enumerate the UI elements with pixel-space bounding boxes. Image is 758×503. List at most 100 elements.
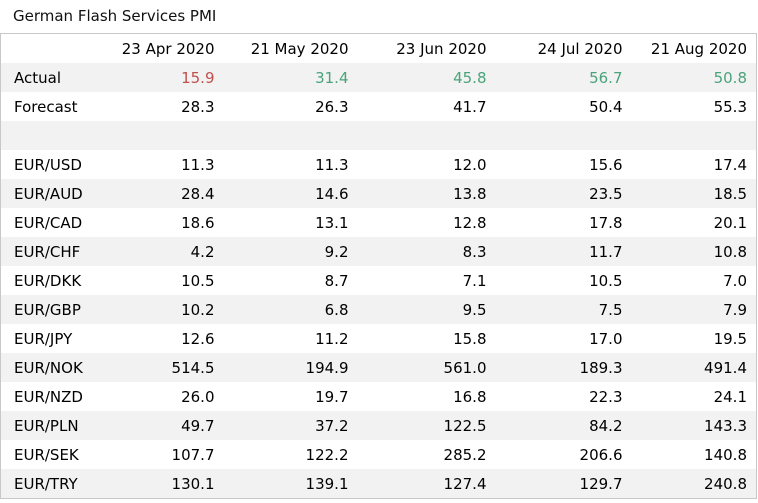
table-cell: 206.6 [495, 440, 632, 469]
table-row: EUR/JPY 12.6 11.2 15.8 17.0 19.5 [0, 324, 757, 353]
table-cell: 129.7 [495, 469, 632, 499]
row-label: EUR/TRY [0, 469, 92, 499]
table-cell: 15.6 [495, 150, 632, 179]
table-cell: 12.8 [357, 208, 496, 237]
table-cell: 7.1 [357, 266, 496, 295]
table-cell [631, 121, 757, 150]
pmi-table: 23 Apr 2020 21 May 2020 23 Jun 2020 24 J… [0, 33, 757, 499]
table-row: EUR/SEK 107.7 122.2 285.2 206.6 140.8 [0, 440, 757, 469]
table-row: EUR/PLN 49.7 37.2 122.5 84.2 143.3 [0, 411, 757, 440]
table-row: EUR/NOK 514.5 194.9 561.0 189.3 491.4 [0, 353, 757, 382]
table-cell: 240.8 [631, 469, 757, 499]
table-cell: 56.7 [495, 63, 632, 92]
table-cell: 140.8 [631, 440, 757, 469]
row-label: EUR/JPY [0, 324, 92, 353]
table-cell: 9.2 [223, 237, 358, 266]
row-label: EUR/GBP [0, 295, 92, 324]
table-row: EUR/USD 11.3 11.3 12.0 15.6 17.4 [0, 150, 757, 179]
table-row [0, 121, 757, 150]
table-cell: 55.3 [631, 92, 757, 121]
table-cell: 41.7 [357, 92, 496, 121]
table-cell: 26.3 [223, 92, 358, 121]
row-label: EUR/CAD [0, 208, 92, 237]
table-cell: 9.5 [357, 295, 496, 324]
row-label: EUR/DKK [0, 266, 92, 295]
table-cell: 285.2 [357, 440, 496, 469]
table-cell: 11.2 [223, 324, 358, 353]
table-cell: 15.9 [91, 63, 224, 92]
table-cell: 122.5 [357, 411, 496, 440]
table-cell: 22.3 [495, 382, 632, 411]
row-label: EUR/USD [0, 150, 92, 179]
table-cell: 10.8 [631, 237, 757, 266]
table-cell: 122.2 [223, 440, 358, 469]
table-cell: 491.4 [631, 353, 757, 382]
table-cell: 17.0 [495, 324, 632, 353]
table-cell: 11.3 [91, 150, 224, 179]
table-cell: 127.4 [357, 469, 496, 499]
table-title: German Flash Services PMI [13, 7, 217, 25]
table-cell: 20.1 [631, 208, 757, 237]
row-label [0, 121, 92, 150]
table-cell: 107.7 [91, 440, 224, 469]
table-cell: 18.5 [631, 179, 757, 208]
table-cell: 50.8 [631, 63, 757, 92]
table-row: EUR/CAD 18.6 13.1 12.8 17.8 20.1 [0, 208, 757, 237]
table-row: EUR/GBP 10.2 6.8 9.5 7.5 7.9 [0, 295, 757, 324]
table-cell: 17.4 [631, 150, 757, 179]
column-header: 23 Jun 2020 [357, 33, 496, 63]
table-cell: 10.5 [495, 266, 632, 295]
table-cell: 7.9 [631, 295, 757, 324]
column-header: 24 Jul 2020 [495, 33, 632, 63]
table-cell: 17.8 [495, 208, 632, 237]
table-cell: 7.5 [495, 295, 632, 324]
table-cell [495, 121, 632, 150]
table-cell: 7.0 [631, 266, 757, 295]
table-cell: 28.4 [91, 179, 224, 208]
table-cell: 24.1 [631, 382, 757, 411]
table-cell: 10.5 [91, 266, 224, 295]
column-header: 21 Aug 2020 [631, 33, 757, 63]
table-cell [223, 121, 358, 150]
row-label: EUR/SEK [0, 440, 92, 469]
row-label: EUR/NZD [0, 382, 92, 411]
row-label: EUR/PLN [0, 411, 92, 440]
table-cell: 561.0 [357, 353, 496, 382]
table-cell: 11.7 [495, 237, 632, 266]
table-cell: 49.7 [91, 411, 224, 440]
row-label: Actual [0, 63, 92, 92]
row-label: EUR/CHF [0, 237, 92, 266]
table-row: EUR/DKK 10.5 8.7 7.1 10.5 7.0 [0, 266, 757, 295]
table-cell: 18.6 [91, 208, 224, 237]
column-header: 21 May 2020 [223, 33, 358, 63]
column-header: 23 Apr 2020 [91, 33, 224, 63]
table-cell: 11.3 [223, 150, 358, 179]
table-cell: 6.8 [223, 295, 358, 324]
table-cell: 13.1 [223, 208, 358, 237]
table-row: Forecast 28.3 26.3 41.7 50.4 55.3 [0, 92, 757, 121]
table-cell: 19.7 [223, 382, 358, 411]
table-cell: 514.5 [91, 353, 224, 382]
table-cell: 15.8 [357, 324, 496, 353]
header-row: 23 Apr 2020 21 May 2020 23 Jun 2020 24 J… [0, 33, 757, 63]
table-cell: 12.6 [91, 324, 224, 353]
table-cell: 12.0 [357, 150, 496, 179]
table-cell: 4.2 [91, 237, 224, 266]
table-cell: 194.9 [223, 353, 358, 382]
table-cell [357, 121, 496, 150]
table-cell: 10.2 [91, 295, 224, 324]
table-cell: 31.4 [223, 63, 358, 92]
table-cell: 143.3 [631, 411, 757, 440]
table-cell [91, 121, 224, 150]
table-row: EUR/CHF 4.2 9.2 8.3 11.7 10.8 [0, 237, 757, 266]
table-cell: 130.1 [91, 469, 224, 499]
table-cell: 23.5 [495, 179, 632, 208]
table-cell: 139.1 [223, 469, 358, 499]
table-cell: 28.3 [91, 92, 224, 121]
table-cell: 189.3 [495, 353, 632, 382]
column-header [0, 33, 92, 63]
table-cell: 26.0 [91, 382, 224, 411]
table-row: EUR/TRY 130.1 139.1 127.4 129.7 240.8 [0, 469, 757, 499]
table-cell: 8.3 [357, 237, 496, 266]
row-label: EUR/AUD [0, 179, 92, 208]
